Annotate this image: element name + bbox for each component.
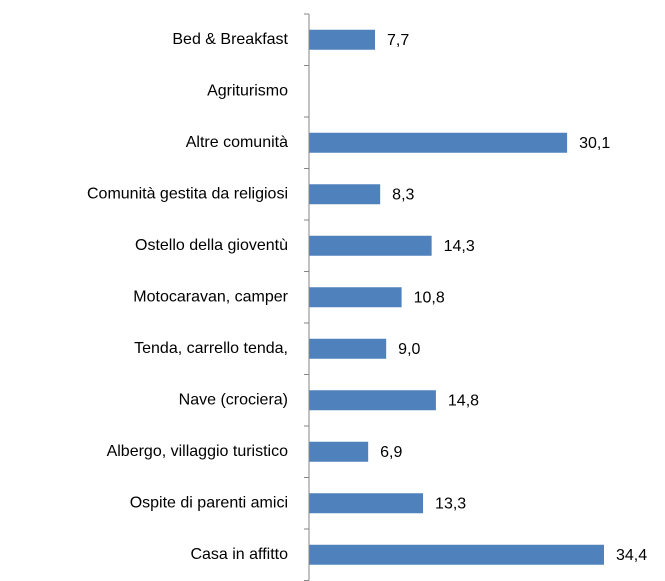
y-tick-label: Nave (crociera): [179, 391, 288, 408]
y-tick-label: Comunità gestita da religiosi: [87, 185, 288, 202]
data-label: 14,8: [448, 392, 479, 409]
bar: [309, 544, 604, 565]
y-tick-label: Ospite di parenti amici: [130, 494, 288, 511]
data-label: 14,3: [444, 238, 475, 255]
data-label: 10,8: [414, 289, 445, 306]
data-label: 34,4: [616, 547, 647, 564]
y-tick-label: Casa in affitto: [190, 546, 288, 563]
bar: [309, 287, 402, 308]
bar: [309, 338, 387, 359]
y-tick-label: Motocaravan, camper: [133, 288, 288, 305]
bar: [309, 493, 424, 514]
bar: [309, 235, 432, 256]
data-label: 7,7: [387, 32, 409, 49]
y-tick-label: Tenda, carrello tenda,: [134, 340, 288, 357]
y-tick-label: Agriturismo: [207, 82, 288, 99]
y-tick-label: Ostello della gioventù: [135, 237, 288, 254]
data-label: 8,3: [392, 186, 414, 203]
data-label: 13,3: [435, 495, 466, 512]
bar: [309, 29, 376, 50]
bar: [309, 184, 381, 205]
data-label: 6,9: [380, 444, 402, 461]
data-label: 30,1: [579, 135, 610, 152]
y-tick-label: Bed & Breakfast: [172, 31, 288, 48]
bar: [309, 390, 436, 411]
y-tick-label: Albergo, villaggio turistico: [107, 443, 289, 460]
bar: [309, 132, 568, 153]
bar: [309, 441, 369, 462]
data-label: 9,0: [398, 341, 420, 358]
y-tick-label: Altre comunità: [186, 134, 288, 151]
